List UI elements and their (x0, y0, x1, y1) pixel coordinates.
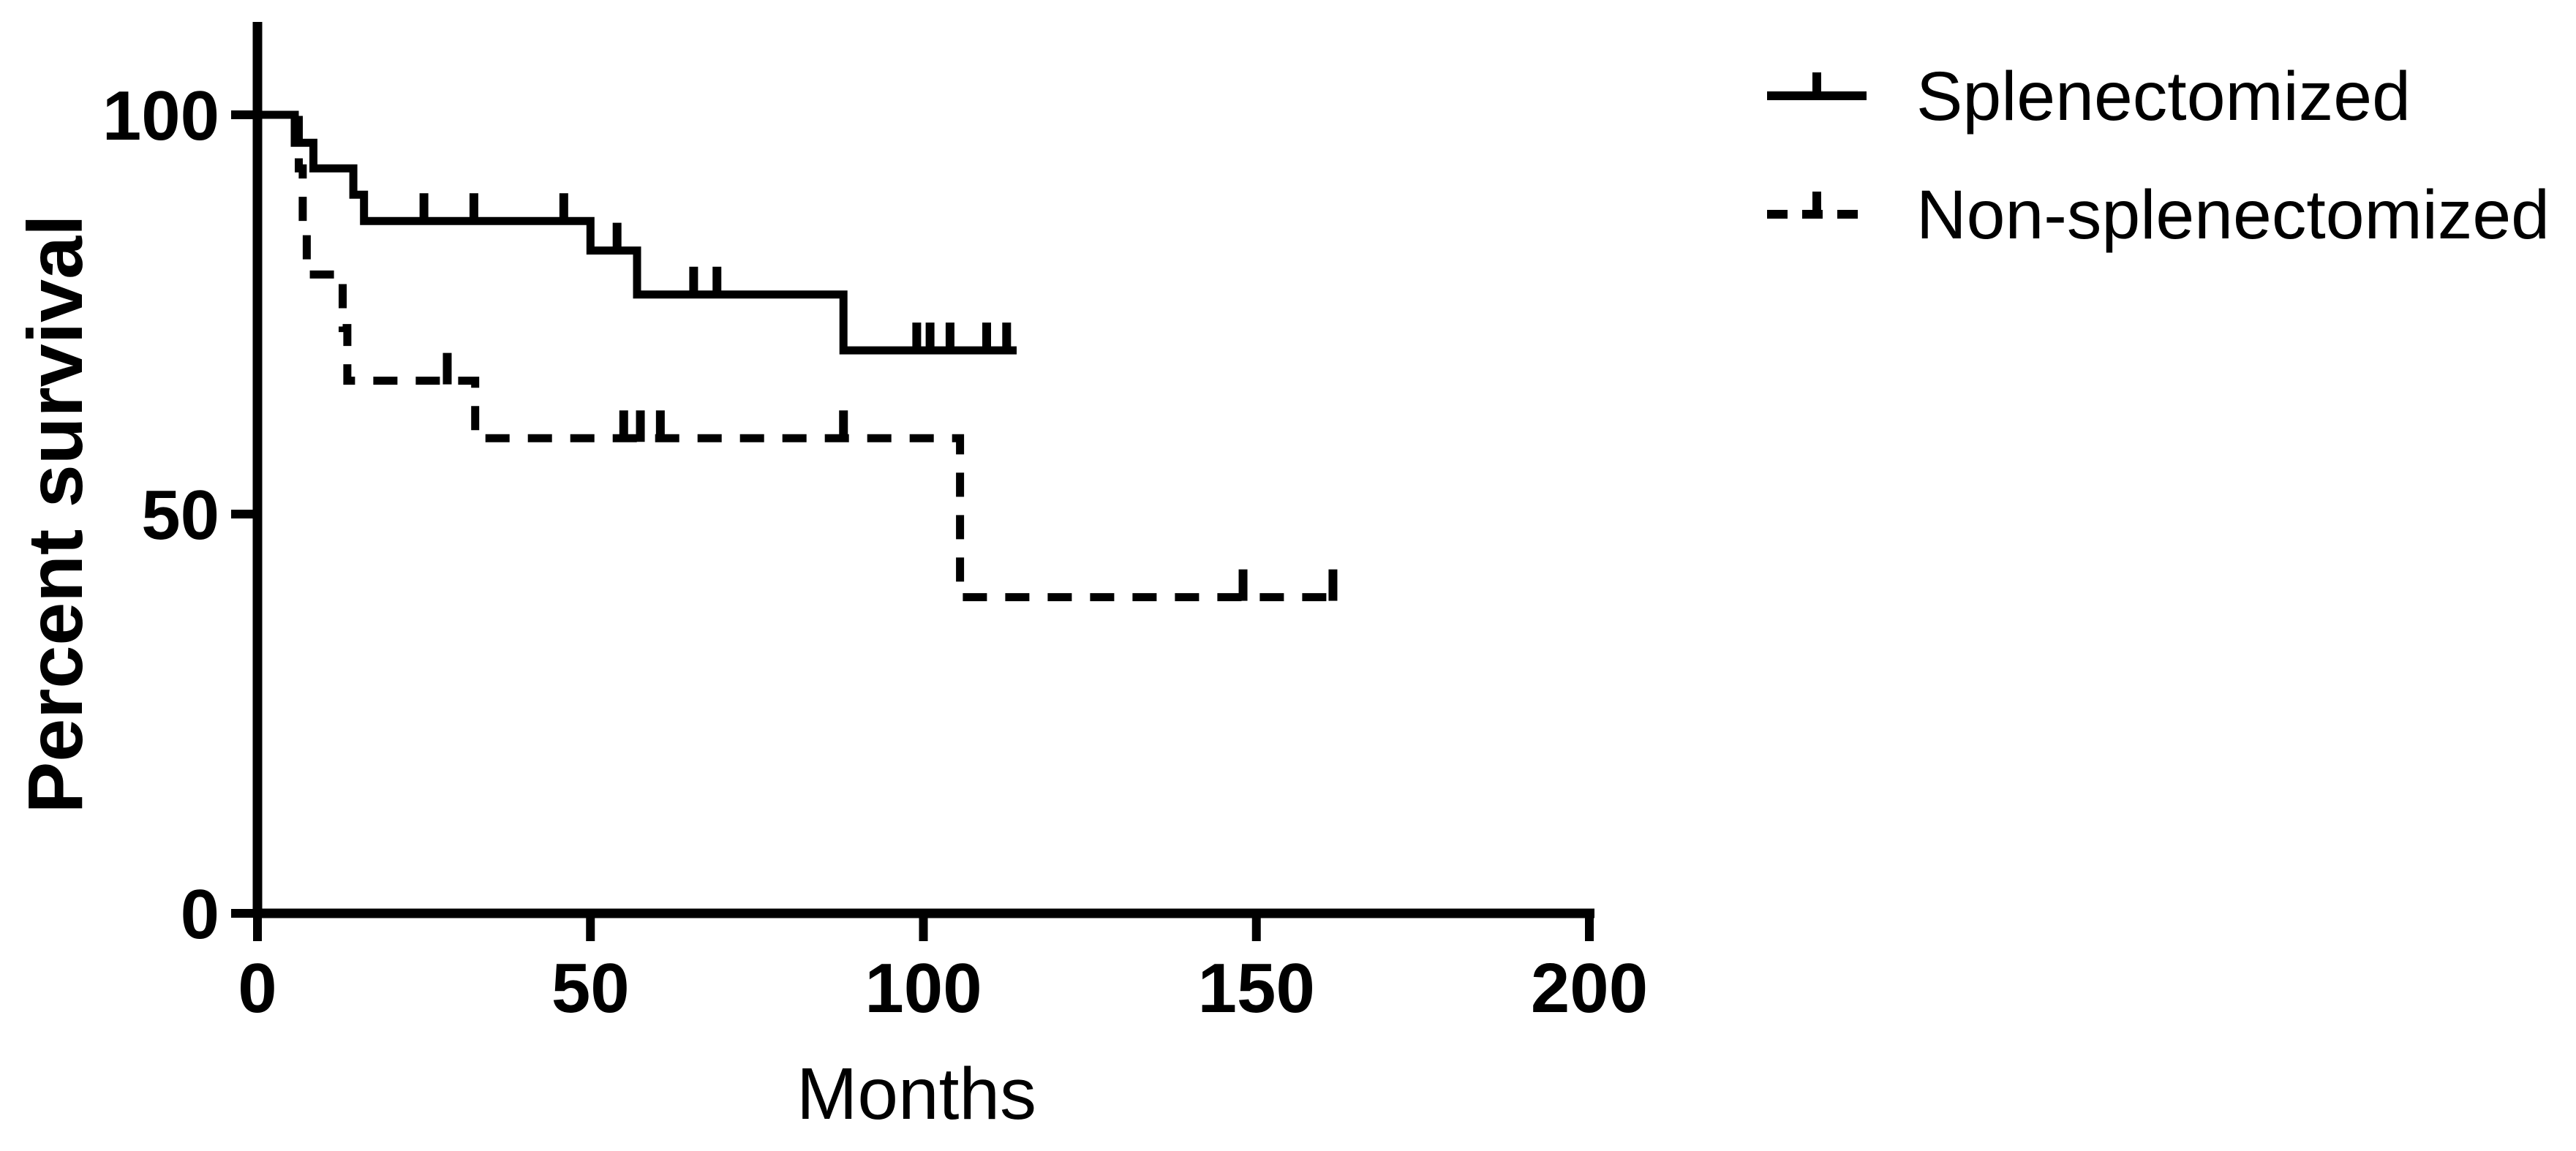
non-splenectomized-curve (257, 110, 1330, 602)
series-non-splenectomized (257, 110, 1338, 602)
series-splenectomized (257, 110, 1017, 355)
x-tick-label: 50 (551, 949, 630, 1027)
axes-layer: 0 50 100 150 200 0 50 100 (102, 22, 1648, 1027)
legend-item-splenectomized: Splenectomized (1767, 58, 2411, 135)
series-layer (257, 110, 1338, 602)
x-axis-title: Months (796, 1053, 1036, 1135)
x-tick-label: 200 (1531, 949, 1648, 1027)
legend: Splenectomized Non-splenectomized (1767, 58, 2550, 254)
y-tick-label: 0 (181, 875, 219, 954)
legend-label-non-splenectomized: Non-splenectomized (1916, 176, 2550, 254)
x-tick-label: 100 (865, 949, 982, 1027)
y-tick-label: 50 (141, 476, 219, 554)
x-tick-label: 0 (238, 949, 276, 1027)
legend-label-splenectomized: Splenectomized (1916, 58, 2411, 135)
splenectomized-curve (257, 110, 1017, 355)
y-axis-title: Percent survival (12, 214, 99, 813)
y-tick-label: 100 (102, 77, 219, 155)
legend-item-non-splenectomized: Non-splenectomized (1767, 176, 2550, 254)
x-tick-label: 150 (1198, 949, 1315, 1027)
